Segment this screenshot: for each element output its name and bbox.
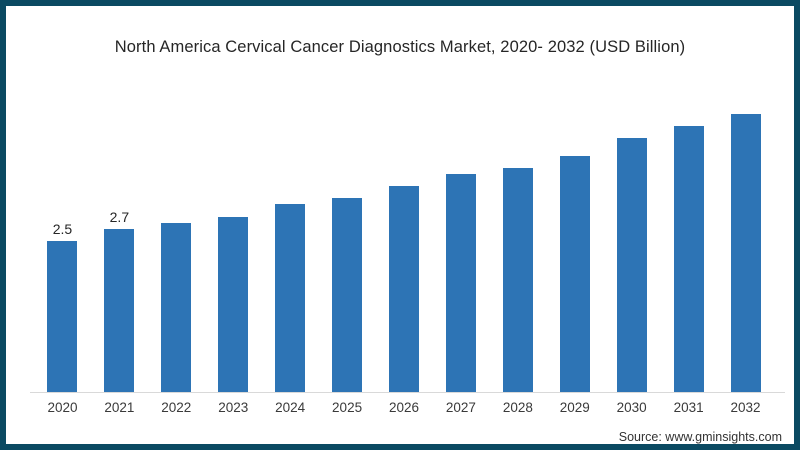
bar xyxy=(559,156,590,392)
x-axis-label: 2030 xyxy=(616,400,647,415)
bar xyxy=(104,229,135,392)
bar-group-2028 xyxy=(489,168,546,392)
bar-group-2021: 2.7 xyxy=(91,210,148,392)
x-axis-label: 2026 xyxy=(388,400,420,415)
bar xyxy=(388,186,419,392)
bar-group-2026 xyxy=(376,186,433,392)
bar xyxy=(218,217,249,392)
x-axis-label: 2031 xyxy=(673,400,704,415)
x-axis-label: 2025 xyxy=(332,400,363,415)
bar-group-2032 xyxy=(717,114,774,392)
bar-group-2027 xyxy=(432,174,489,392)
bar xyxy=(616,138,647,392)
chart-title: North America Cervical Cancer Diagnostic… xyxy=(114,38,686,56)
bar-group-2024 xyxy=(262,204,319,392)
bar-group-2030 xyxy=(603,138,660,392)
bar xyxy=(161,223,192,392)
plot-area: 2.5 2.7 xyxy=(34,6,774,392)
x-axis-label: 2027 xyxy=(445,400,476,415)
bar xyxy=(730,114,761,392)
bar xyxy=(673,126,704,392)
bar xyxy=(275,204,306,392)
bar-value-label: 2.7 xyxy=(109,209,130,225)
x-axis-label: 2024 xyxy=(275,400,306,415)
x-axis-labels: 2020 2021 2022 2023 2024 2025 2026 2027 2028 2029… xyxy=(34,400,774,415)
bar-value-label: 2.5 xyxy=(52,221,73,237)
bar xyxy=(445,174,476,392)
bar-group-2025 xyxy=(319,198,376,392)
x-axis-label: 2023 xyxy=(218,400,249,415)
x-axis-label: 2022 xyxy=(161,400,192,415)
x-axis-label: 2020 xyxy=(47,400,78,415)
bar xyxy=(502,168,533,392)
source-text: Source: www.gminsights.com xyxy=(618,430,782,444)
bar xyxy=(47,241,78,392)
bar-group-2031 xyxy=(660,126,717,392)
x-axis-label: 2028 xyxy=(502,400,533,415)
x-axis-line xyxy=(30,392,785,393)
x-axis-label: 2032 xyxy=(730,400,761,415)
bar-group-2023 xyxy=(205,217,262,392)
x-axis-label: 2029 xyxy=(559,400,590,415)
bar-group-2020: 2.5 xyxy=(34,222,91,392)
x-axis-label: 2021 xyxy=(104,400,135,415)
bar-group-2022 xyxy=(148,223,205,392)
bar-group-2029 xyxy=(546,156,603,392)
bar xyxy=(332,198,363,392)
